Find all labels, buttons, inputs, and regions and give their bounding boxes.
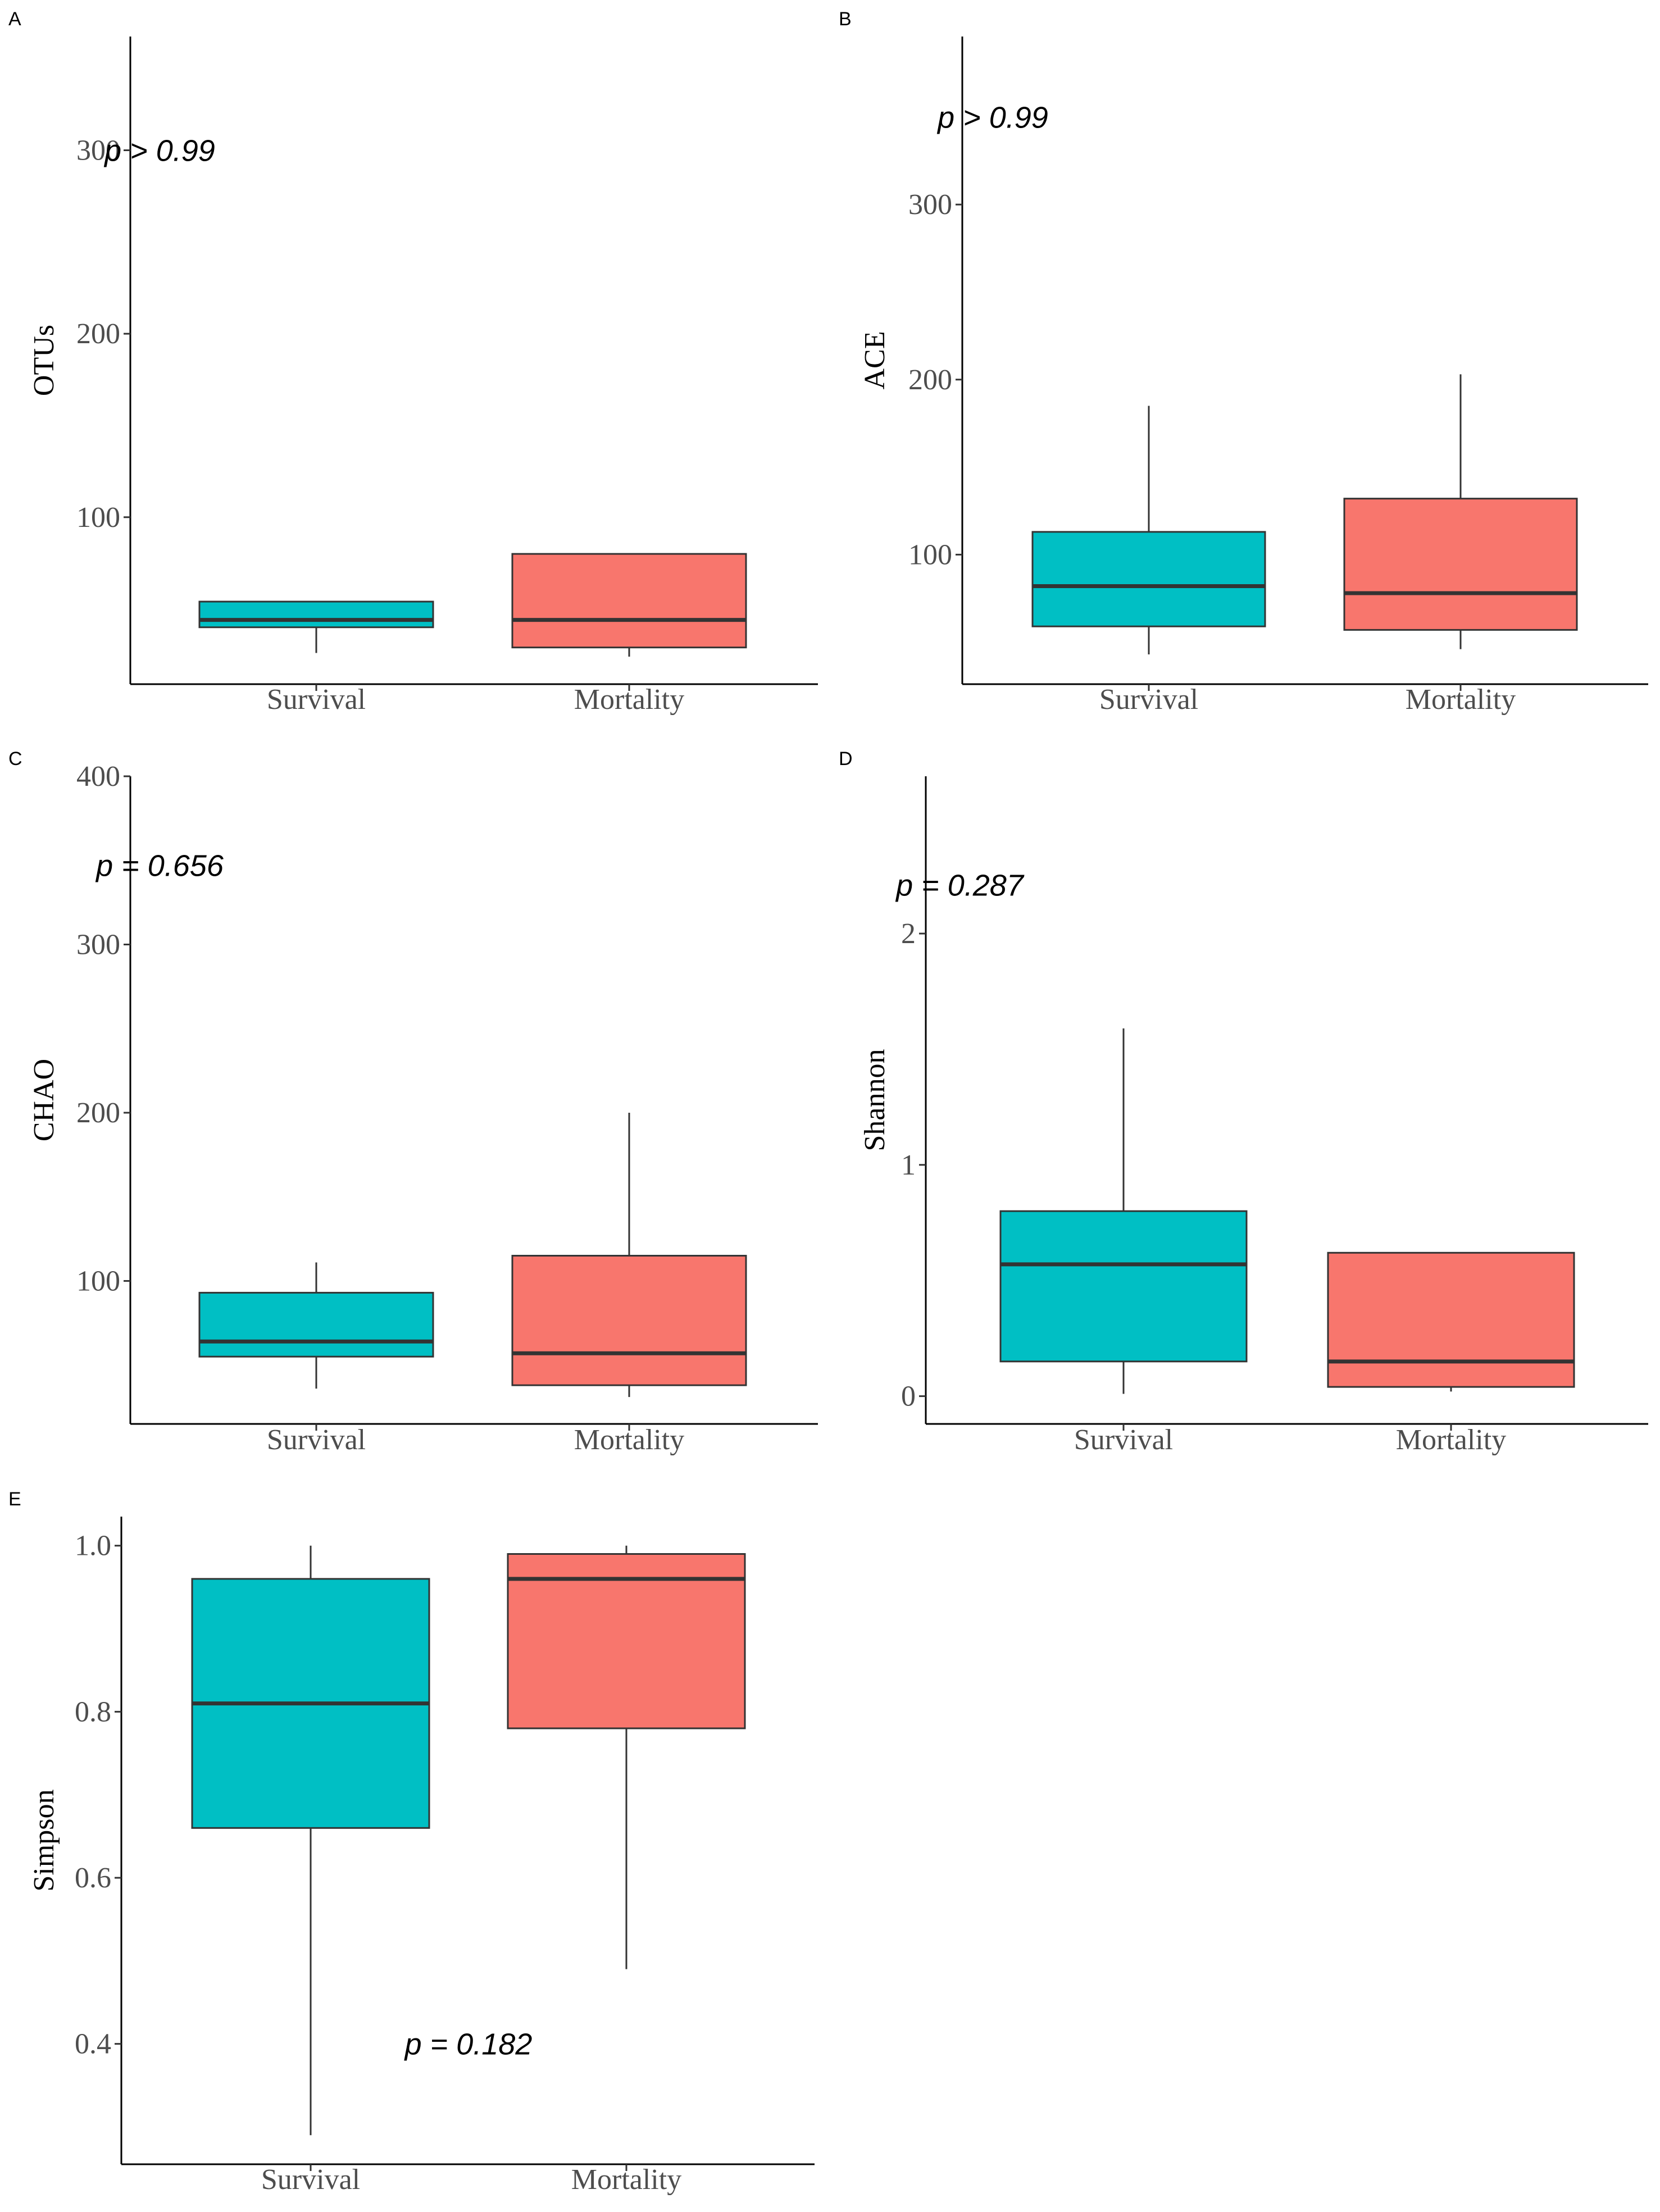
p-value-annotation: p = 0.182 (404, 2028, 533, 2061)
x-tick-label-survival: Survival (261, 2164, 360, 2196)
panel-label: E (8, 1489, 21, 1510)
y-tick-label: 1.0 (75, 1530, 111, 1562)
y-tick-label: 200 (76, 318, 120, 350)
y-axis-title: OTUs (28, 325, 60, 396)
x-tick-label-survival: Survival (267, 1424, 366, 1456)
y-axis-title: Shannon (859, 1049, 891, 1151)
box-survival (198, 1291, 434, 1358)
x-tick-label-mortality: Mortality (1406, 684, 1516, 716)
panel-label: A (8, 8, 21, 30)
box-survival (1031, 531, 1266, 627)
y-tick-label: 100 (76, 1265, 120, 1297)
y-axis-title: CHAO (28, 1059, 60, 1141)
box-mortality (1327, 1251, 1575, 1388)
x-tick-label-mortality: Mortality (574, 1424, 684, 1456)
y-tick-label: 200 (908, 364, 952, 396)
x-tick-label-survival: Survival (1099, 684, 1198, 716)
box-mortality (511, 553, 747, 649)
y-axis-title: Simpson (28, 1789, 60, 1891)
y-tick-label: 1 (901, 1149, 916, 1181)
panel-e: E 0.4 0.6 0.8 1.0 Simpson Survival Mortality p =… (8, 1489, 815, 2196)
y-tick-label: 300 (908, 189, 952, 221)
y-tick-label: 300 (76, 135, 120, 167)
y-tick-label: 100 (908, 539, 952, 571)
p-value-annotation: p > 0.99 (103, 134, 215, 168)
box-mortality (507, 1553, 746, 1729)
y-tick-label: 0 (901, 1381, 916, 1413)
y-tick-label: 2 (901, 918, 916, 950)
x-tick-label-survival: Survival (267, 684, 366, 716)
panel-label: D (839, 748, 853, 770)
p-value-annotation: p = 0.656 (95, 849, 224, 883)
x-tick-label-survival: Survival (1074, 1424, 1173, 1456)
x-tick-label-mortality: Mortality (1396, 1424, 1506, 1456)
y-tick-label: 300 (76, 929, 120, 961)
y-tick-label: 400 (76, 761, 120, 793)
panel-label: C (8, 748, 22, 770)
box-survival (999, 1210, 1248, 1363)
box-mortality (511, 1255, 747, 1386)
panel-b: B 100 200 300 ACE Survival Mortality p > 0.99 (839, 8, 1648, 716)
y-tick-label: 0.6 (75, 1862, 111, 1894)
panel-label: B (839, 8, 852, 30)
x-tick-label-mortality: Mortality (574, 684, 684, 716)
panel-c: C 100 200 300 400 CHAO Survival Mortality p = 0.… (8, 748, 818, 1456)
y-tick-label: 200 (76, 1097, 120, 1129)
panel-d: D 0 1 2 Shannon Survival Mortality p = 0.287 (839, 748, 1648, 1456)
y-tick-label: 0.4 (75, 2028, 111, 2060)
panel-a: A 100 200 300 OTUs Survival Mortality p > 0.99 (8, 8, 818, 716)
x-tick-label-mortality: Mortality (571, 2164, 681, 2196)
y-tick-label: 0.8 (75, 1696, 111, 1728)
box-mortality (1343, 498, 1578, 631)
box-survival (198, 600, 434, 629)
y-tick-label: 100 (76, 502, 120, 534)
p-value-annotation: p > 0.99 (936, 101, 1048, 134)
p-value-annotation: p = 0.287 (895, 869, 1025, 903)
y-axis-title: ACE (859, 331, 891, 390)
